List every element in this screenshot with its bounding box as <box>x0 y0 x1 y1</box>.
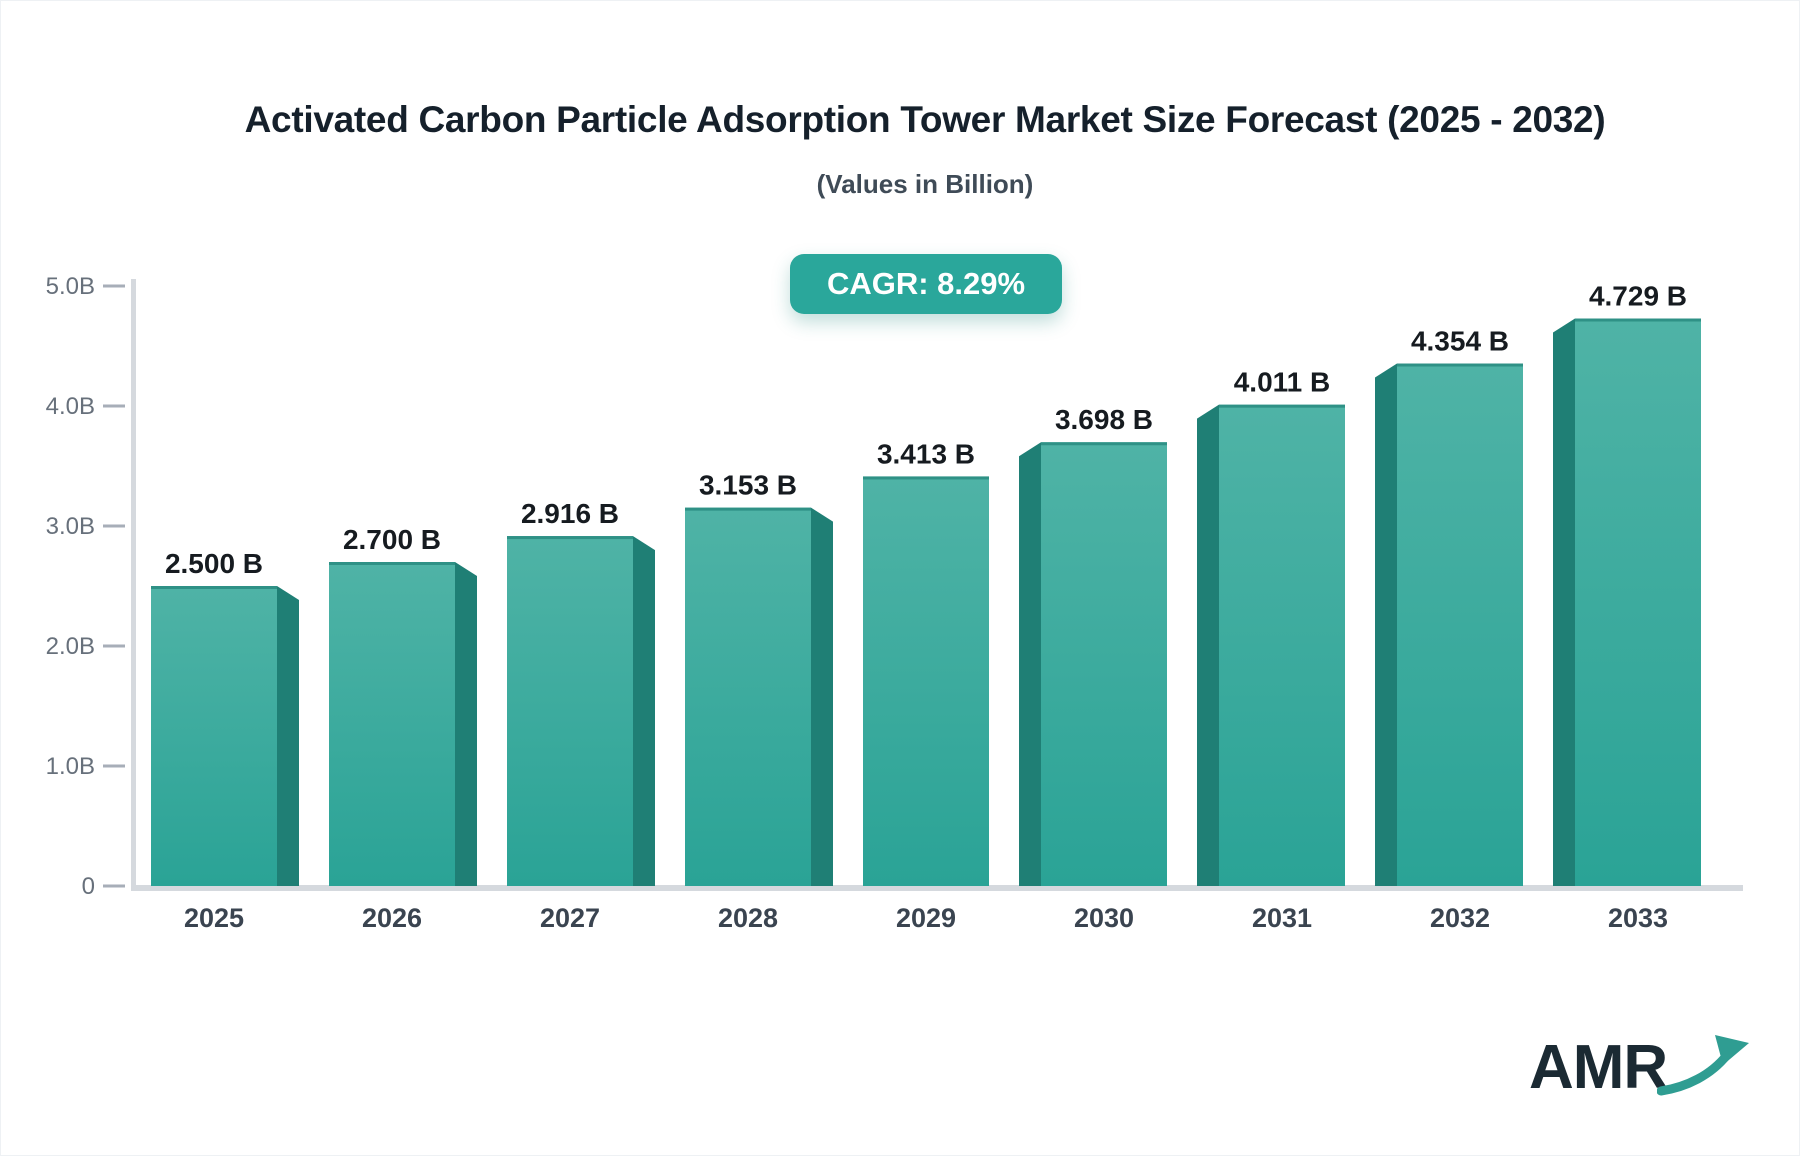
bar-2026 <box>329 562 477 886</box>
bar-value-label: 3.698 B <box>1055 404 1153 435</box>
bar-2030 <box>1019 442 1167 886</box>
bar-top-edge <box>1397 363 1523 367</box>
market-size-bar-chart: 5.0B 4.0B 3.0B 2.0B 1.0B 0 2.500 B 2025 2.700 B… <box>46 273 1743 933</box>
x-axis-label: 2029 <box>896 903 956 933</box>
bar-2027 <box>507 536 655 886</box>
y-axis-tick <box>103 764 125 768</box>
y-axis-tick <box>103 404 125 408</box>
x-axis-label: 2033 <box>1608 903 1668 933</box>
bar-top-edge <box>1575 318 1701 322</box>
amr-logo: AMR <box>1529 1027 1753 1101</box>
bar-front-face <box>863 476 989 886</box>
y-axis-tick <box>103 884 125 888</box>
y-axis-label: 1.0B <box>46 753 95 780</box>
cagr-badge: CAGR: 8.29% <box>790 254 1062 314</box>
bar-top-edge <box>863 476 989 480</box>
bar-value-label: 4.729 B <box>1589 281 1687 312</box>
y-axis-tick <box>103 524 125 528</box>
bar-2029 <box>863 476 989 886</box>
chart-title: Activated Carbon Particle Adsorption Tow… <box>244 99 1606 140</box>
bar-2031 <box>1197 404 1345 886</box>
x-axis-label: 2030 <box>1074 903 1134 933</box>
bar-value-label: 3.153 B <box>699 470 797 501</box>
x-axis-label: 2025 <box>184 903 244 933</box>
y-axis-label: 2.0B <box>46 633 95 660</box>
bar-value-label: 4.011 B <box>1234 367 1331 398</box>
bar-2032 <box>1375 363 1523 886</box>
x-axis-label: 2026 <box>362 903 422 933</box>
bar-front-face <box>1219 404 1345 886</box>
bar-side-face <box>1553 318 1575 886</box>
bar-front-face <box>151 586 277 886</box>
y-axis-label: 0 <box>82 873 95 900</box>
logo-growth-arrow-icon <box>1657 1035 1750 1096</box>
bar-2028 <box>685 507 833 886</box>
x-axis-label: 2032 <box>1430 903 1490 933</box>
bar-front-face <box>507 536 633 886</box>
bar-top-edge <box>151 586 277 589</box>
bar-side-face <box>277 586 299 886</box>
y-axis-label: 5.0B <box>46 273 95 300</box>
y-axis-tick <box>103 644 125 648</box>
x-axis-label: 2031 <box>1252 903 1312 933</box>
bar-top-edge <box>507 536 633 540</box>
x-axis-label: 2027 <box>540 903 600 933</box>
bar-value-label: 2.500 B <box>165 548 263 579</box>
chart-subtitle: (Values in Billion) <box>816 169 1034 199</box>
labels-layer: 2.500 B 2025 2.700 B 2026 2.916 B 2027 3.153 B… <box>165 281 1687 933</box>
x-axis-label: 2028 <box>718 903 778 933</box>
bar-side-face <box>1375 363 1397 886</box>
y-axis-line <box>131 279 136 891</box>
y-axis-tick <box>103 284 125 288</box>
axis-layer: 5.0B 4.0B 3.0B 2.0B 1.0B 0 <box>46 273 1743 900</box>
x-axis-line <box>131 885 1743 891</box>
bar-front-face <box>1041 442 1167 886</box>
bar-front-face <box>1575 318 1701 886</box>
amr-logo-text: AMR <box>1529 1033 1668 1102</box>
bar-top-edge <box>1219 404 1345 408</box>
bar-side-face <box>455 562 477 886</box>
bar-top-edge <box>329 562 455 565</box>
bar-front-face <box>685 507 811 886</box>
bar-value-label: 4.354 B <box>1411 326 1509 357</box>
bar-2025 <box>151 586 299 886</box>
bar-value-label: 2.916 B <box>521 498 619 529</box>
bar-top-edge <box>1041 442 1167 446</box>
bar-side-face <box>1019 442 1041 886</box>
y-axis-label: 4.0B <box>46 393 95 420</box>
cagr-badge-label: CAGR: 8.29% <box>826 266 1026 301</box>
bars-layer <box>151 318 1701 886</box>
bar-2033 <box>1553 318 1701 886</box>
bar-value-label: 2.700 B <box>343 524 441 555</box>
bar-top-edge <box>685 507 811 511</box>
bar-side-face <box>633 536 655 886</box>
bar-side-face <box>1197 404 1219 886</box>
y-axis-label: 3.0B <box>46 513 95 540</box>
bar-value-label: 3.413 B <box>877 438 975 469</box>
bar-front-face <box>329 562 455 886</box>
bar-front-face <box>1397 363 1523 886</box>
bar-side-face <box>811 507 833 886</box>
